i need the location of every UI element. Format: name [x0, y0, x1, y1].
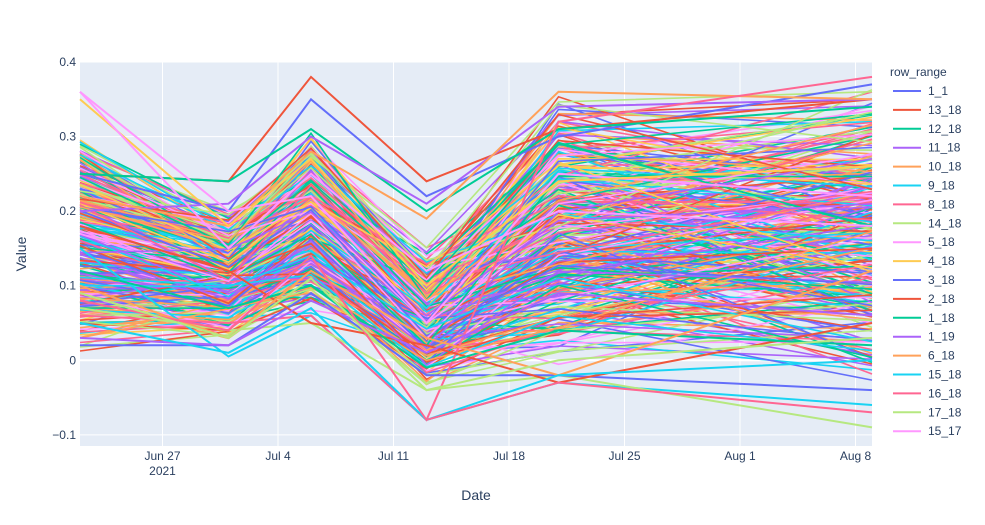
background-series-line	[79, 175, 873, 347]
x-tick-label: Jul 25	[608, 449, 640, 463]
legend-label: 15_17	[928, 424, 962, 438]
y-axis-title: Value	[13, 236, 29, 271]
x-tick-label: Jul 18	[493, 449, 525, 463]
background-series-line	[79, 183, 873, 295]
legend-item-10_18[interactable]: 10_18	[893, 160, 962, 174]
series-line-17_18	[79, 276, 873, 392]
background-series-line	[79, 161, 873, 273]
legend-item-8_18[interactable]: 8_18	[893, 197, 955, 211]
x-tick-label: Jul 11	[378, 449, 409, 463]
legend-label: 4_18	[928, 254, 955, 268]
background-series-line	[79, 234, 873, 341]
background-series-line	[79, 171, 873, 341]
background-series-line	[79, 273, 873, 355]
series-line-14_18	[79, 307, 873, 429]
x-tick-sublabel: 2021	[149, 464, 176, 478]
y-tick-label: 0.2	[59, 204, 76, 218]
legend-item-11_18[interactable]: 11_18	[893, 141, 961, 155]
legend-item-3_18[interactable]: 3_18	[893, 273, 955, 287]
y-axis-tick-labels: −0.1 0 0.1 0.2 0.3 0.4	[52, 55, 76, 442]
legend-item-14_18[interactable]: 14_18	[893, 216, 962, 230]
x-axis-title: Date	[461, 487, 491, 503]
background-series-line	[79, 203, 873, 317]
background-series-line	[79, 208, 873, 337]
legend-item-1_19[interactable]: 1_19	[893, 330, 955, 344]
legend-item-15_18[interactable]: 15_18	[893, 368, 962, 382]
legend-item-5_18[interactable]: 5_18	[893, 235, 955, 249]
series-line-16_18	[79, 254, 873, 422]
legend-label: 16_18	[928, 386, 962, 400]
legend-label: 3_18	[928, 273, 955, 287]
legend-title: row_range	[890, 65, 947, 79]
x-tick-label: Aug 1	[724, 449, 756, 463]
legend-label: 6_18	[928, 349, 955, 363]
series-line-15_18	[79, 306, 873, 422]
y-tick-label: 0	[69, 353, 76, 367]
legend-item-1_1[interactable]: 1_1	[893, 84, 948, 98]
legend-item-12_18[interactable]: 12_18	[893, 122, 962, 136]
legend-item-6_18[interactable]: 6_18	[893, 349, 955, 363]
legend-item-17_18[interactable]: 17_18	[893, 405, 962, 419]
legend-item-15_17[interactable]: 15_17	[893, 424, 962, 438]
legend-item-4_18[interactable]: 4_18	[893, 254, 955, 268]
legend-item-9_18[interactable]: 9_18	[893, 179, 955, 193]
background-series-line	[79, 278, 873, 381]
x-tick-label: Jul 4	[265, 449, 291, 463]
legend-label: 15_18	[928, 368, 962, 382]
legend-label: 8_18	[928, 197, 955, 211]
x-tick-label: Jun 27	[144, 449, 180, 463]
series-lines	[79, 75, 873, 429]
background-series-line	[79, 153, 873, 340]
background-series-line	[79, 90, 873, 249]
series-line-5_18	[79, 91, 873, 325]
legend-label: 9_18	[928, 179, 955, 193]
background-series-line	[79, 224, 873, 321]
series-line-8_18	[79, 75, 873, 422]
background-series-line	[79, 212, 873, 312]
legend-item-16_18[interactable]: 16_18	[893, 386, 962, 400]
series-line-15_17	[79, 91, 873, 272]
legend-label: 14_18	[928, 216, 962, 230]
legend-label: 10_18	[928, 160, 962, 174]
background-series-line	[79, 124, 873, 302]
legend-label: 11_18	[928, 141, 961, 155]
legend-item-1_18[interactable]: 1_18	[893, 311, 955, 325]
legend-label: 1_18	[928, 311, 955, 325]
y-tick-label: −0.1	[52, 428, 76, 442]
legend-label: 1_1	[928, 84, 948, 98]
legend: row_range 1_1 13_18 12_18 11_18 10_18 9_18 8_1…	[890, 65, 962, 438]
legend-label: 1_19	[928, 330, 955, 344]
background-series-line	[79, 254, 873, 343]
y-tick-label: 0.1	[59, 279, 76, 293]
legend-label: 12_18	[928, 122, 962, 136]
x-tick-label: Aug 8	[840, 449, 872, 463]
background-series-line	[79, 167, 873, 325]
legend-item-2_18[interactable]: 2_18	[893, 292, 955, 306]
series-line-6_18	[79, 269, 873, 377]
background-series-line	[79, 273, 873, 368]
legend-label: 13_18	[928, 103, 962, 117]
legend-label: 2_18	[928, 292, 955, 306]
legend-label: 17_18	[928, 405, 962, 419]
background-series-line	[79, 242, 873, 364]
series-line-1_19	[79, 292, 873, 354]
legend-label: 5_18	[928, 235, 955, 249]
y-tick-label: 0.3	[59, 130, 76, 144]
y-tick-label: 0.4	[59, 55, 76, 69]
background-series-line	[79, 131, 873, 302]
legend-item-13_18[interactable]: 13_18	[893, 103, 962, 117]
